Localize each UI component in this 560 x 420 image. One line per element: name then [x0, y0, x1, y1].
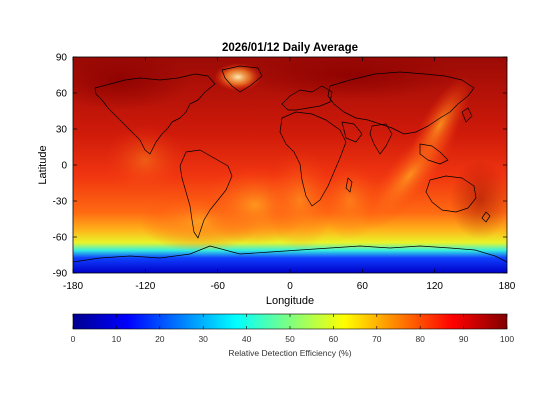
coastline-arabia: [341, 121, 363, 143]
coastline-greenland: [221, 65, 263, 93]
coastline-new-zealand: [481, 211, 491, 223]
x-axis-label: Longitude: [266, 295, 314, 307]
y-tick-label: 60: [56, 89, 68, 100]
colorbar-tick-label: 0: [71, 334, 76, 344]
y-axis: 90 60 30 0 -30 -60 -90: [53, 53, 507, 280]
coastline-asia: [327, 71, 475, 135]
y-tick-label: -30: [53, 197, 68, 208]
colorbar-tick-label: 10: [112, 334, 122, 344]
coastline-japan: [461, 107, 473, 123]
x-tick-label: 60: [357, 281, 369, 292]
x-tick-label: -60: [210, 281, 225, 292]
coastline-north-america: [94, 73, 216, 155]
colorbar-tick-label: 80: [415, 334, 425, 344]
coastline-south-america: [179, 149, 233, 239]
colorbar-ticks: 0 10 20 30 40 50 60 70 80 90 100: [71, 314, 514, 344]
y-tick-label: -90: [53, 269, 68, 280]
colorbar: 0 10 20 30 40 50 60 70 80 90 100 Relative Detectio…: [71, 313, 514, 358]
colorbar-label: Relative Detection Efficiency (%): [228, 348, 351, 358]
y-tick-label: -60: [53, 233, 68, 244]
map-title: 2026/01/12 Daily Average: [222, 42, 358, 54]
coastline-europe: [281, 85, 333, 111]
coastline-australia: [425, 175, 477, 213]
colorbar-tick-label: 90: [459, 334, 469, 344]
x-tick-label: 120: [426, 281, 443, 292]
colorbar-tick-label: 70: [372, 334, 382, 344]
colorbar-tick-label: 30: [198, 334, 208, 344]
colorbar-tick-label: 20: [155, 334, 165, 344]
x-tick-label: -180: [63, 281, 83, 292]
coastlines: [73, 65, 507, 263]
y-tick-label: 90: [56, 53, 68, 64]
colorbar-tick-label: 50: [285, 334, 295, 344]
map-panel: -180 -120 -60 0 60 120 180 90 60 30 0 -30 -60 -90 Lo…: [37, 53, 516, 308]
colorbar-tick-label: 60: [329, 334, 339, 344]
coastline-southeast-asia: [419, 143, 449, 165]
y-tick-label: 30: [56, 125, 68, 136]
x-axis: -180 -120 -60 0 60 120 180: [63, 57, 516, 292]
x-tick-label: 0: [287, 281, 293, 292]
coastline-antarctica: [73, 245, 507, 263]
y-axis-label: Latitude: [37, 145, 49, 184]
coastline-india: [369, 123, 393, 155]
colorbar-tick-label: 40: [242, 334, 252, 344]
coastline-madagascar: [345, 177, 353, 193]
y-tick-label: 0: [61, 161, 67, 172]
coastline-africa: [279, 111, 347, 207]
x-tick-label: -120: [135, 281, 155, 292]
efficiency-field: [73, 57, 507, 273]
x-tick-label: 180: [499, 281, 516, 292]
colorbar-tick-label: 100: [500, 334, 514, 344]
